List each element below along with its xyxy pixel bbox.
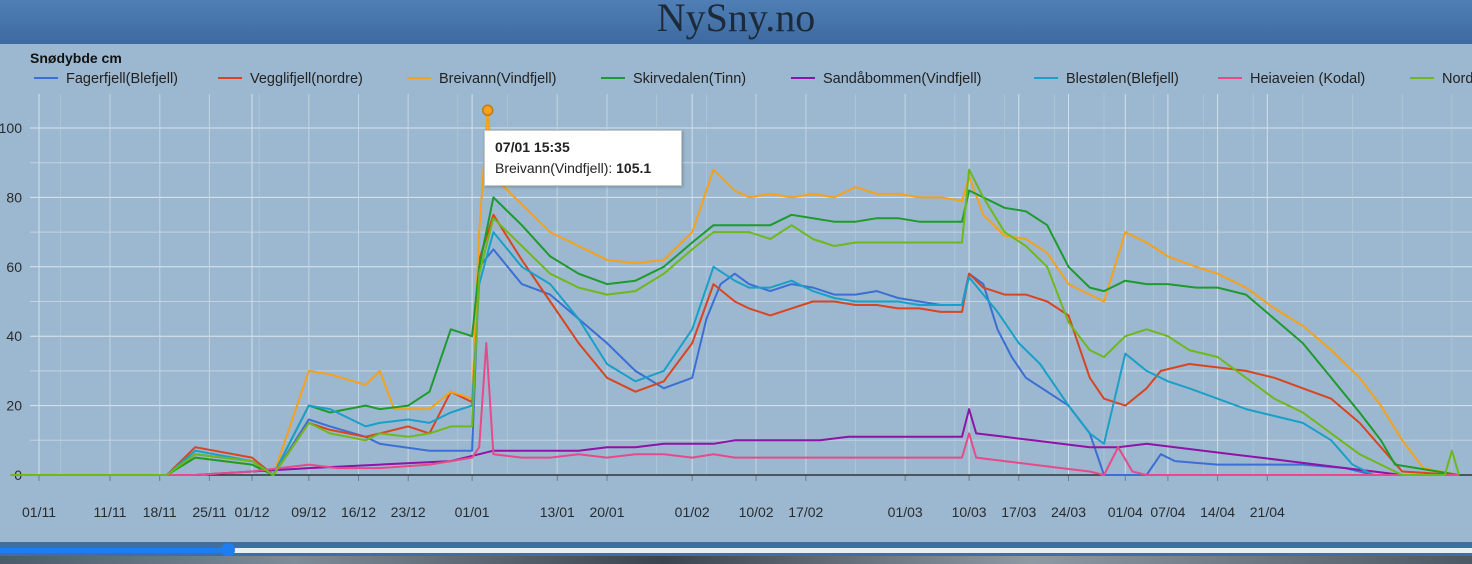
tooltip-date: 07/01 15:35 <box>495 139 570 155</box>
x-tick-label: 18/11 <box>143 504 177 520</box>
series-line-3[interactable] <box>10 189 1460 476</box>
x-tick-label: 20/01 <box>589 504 624 520</box>
chart-title: Snødybde cm <box>30 50 122 66</box>
tooltip-line: Breivann(Vindfjell): 105.1 <box>495 160 681 176</box>
x-tick-label: 01/04 <box>1108 504 1143 520</box>
site-header: NySny.no <box>0 0 1472 44</box>
legend-item[interactable]: Skirvedalen(Tinn) <box>633 71 746 87</box>
legend-item[interactable]: Vegglifjell(nordre) <box>250 71 363 87</box>
x-tick-label: 17/03 <box>1001 504 1036 520</box>
site-title[interactable]: NySny.no <box>656 0 816 40</box>
x-tick-label: 25/11 <box>192 504 226 520</box>
series-line-1[interactable] <box>10 213 1460 476</box>
legend-item[interactable]: Breivann(Vindfjell) <box>439 71 556 87</box>
y-tick-label: 100 <box>0 120 22 136</box>
tooltip-series: Breivann(Vindfjell) <box>495 160 609 176</box>
chart-tooltip: 07/01 15:35 Breivann(Vindfjell): 105.1 <box>484 130 682 186</box>
x-tick-label: 01/11 <box>22 504 56 520</box>
x-tick-label: 07/04 <box>1150 504 1185 520</box>
legend-item[interactable]: Sandåbommen(Vindfjell) <box>823 71 982 87</box>
x-tick-label: 11/11 <box>94 504 127 520</box>
x-tick-label: 10/02 <box>739 504 774 520</box>
chart-panel: 0 20 40 60 80 100 01/11 11/11 18/11 25/11 01/12 09/… <box>0 44 1472 542</box>
series-line-2[interactable] <box>10 109 1460 476</box>
legend-item[interactable]: Heiaveien (Kodal) <box>1250 71 1365 87</box>
series-line-5[interactable] <box>10 231 1459 476</box>
x-tick-label: 10/03 <box>952 504 987 520</box>
legend-item[interactable]: Fagerfjell(Blefjell) <box>66 71 178 87</box>
grid-lines <box>30 94 1472 476</box>
x-tick-label: 01/02 <box>675 504 710 520</box>
hover-marker <box>481 104 494 117</box>
date-range-slider-track[interactable] <box>0 548 1472 553</box>
x-tick-label: 24/03 <box>1051 504 1086 520</box>
x-tick-label: 01/01 <box>455 504 490 520</box>
y-tick-label: 20 <box>6 398 22 414</box>
y-tick-label: 40 <box>6 328 22 344</box>
x-tick-label: 01/03 <box>888 504 923 520</box>
x-tick-label: 16/12 <box>341 504 376 520</box>
x-tick-label: 17/02 <box>788 504 823 520</box>
date-range-slider-thumb[interactable] <box>221 543 236 557</box>
x-tick-label: 21/04 <box>1250 504 1285 520</box>
tooltip-value: 105.1 <box>616 160 652 176</box>
tooltip-separator: : <box>608 160 617 176</box>
x-tick-label: 23/12 <box>391 504 426 520</box>
x-tick-label: 01/12 <box>234 504 269 520</box>
series-lines <box>10 109 1460 476</box>
footer-image-strip <box>0 556 1472 564</box>
date-range-slider-fill <box>0 548 229 553</box>
legend: Snødybde cm Fagerfjell(Blefjell) Vegglifj… <box>30 50 1472 87</box>
legend-item[interactable]: Blestølen(Blefjell) <box>1066 71 1179 87</box>
legend-item[interactable]: Nordre <box>1442 71 1472 87</box>
y-tick-label: 60 <box>6 259 22 275</box>
series-line-6[interactable] <box>10 342 1459 476</box>
x-tick-label: 14/04 <box>1200 504 1235 520</box>
hover-point[interactable] <box>481 104 494 117</box>
series-line-7[interactable] <box>10 168 1460 476</box>
x-tick-label: 09/12 <box>291 504 326 520</box>
x-tick-label: 13/01 <box>540 504 575 520</box>
y-tick-label: 80 <box>6 189 22 205</box>
